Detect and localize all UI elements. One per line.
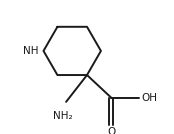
Text: NH₂: NH₂ bbox=[53, 111, 72, 121]
Text: O: O bbox=[107, 127, 116, 134]
Text: OH: OH bbox=[141, 93, 157, 103]
Text: NH: NH bbox=[23, 46, 38, 56]
